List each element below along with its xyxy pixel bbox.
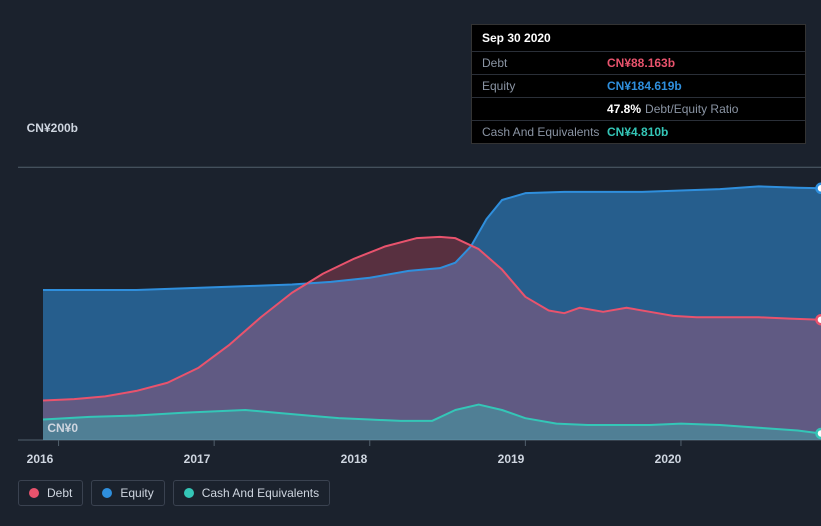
- x-tick-label: 2020: [655, 452, 682, 466]
- tooltip-label: Debt: [482, 56, 607, 70]
- tooltip-value: CN¥88.163b: [607, 56, 675, 70]
- tooltip-label: Equity: [482, 79, 607, 93]
- tooltip-value: 47.8% Debt/Equity Ratio: [607, 102, 738, 116]
- ratio-suffix: Debt/Equity Ratio: [645, 102, 738, 116]
- legend: Debt Equity Cash And Equivalents: [18, 480, 330, 506]
- x-tick-label: 2019: [498, 452, 525, 466]
- tooltip-value: CN¥184.619b: [607, 79, 682, 93]
- legend-dot-icon: [102, 488, 112, 498]
- legend-label: Cash And Equivalents: [202, 486, 319, 500]
- y-tick-label: CN¥200b: [27, 121, 78, 135]
- y-tick-label: CN¥0: [47, 421, 78, 435]
- legend-dot-icon: [29, 488, 39, 498]
- legend-label: Debt: [47, 486, 72, 500]
- legend-dot-icon: [184, 488, 194, 498]
- chart-tooltip: Sep 30 2020 Debt CN¥88.163b Equity CN¥18…: [471, 24, 806, 144]
- tooltip-row: Debt CN¥88.163b: [472, 51, 805, 74]
- tooltip-row: 47.8% Debt/Equity Ratio: [472, 97, 805, 120]
- legend-label: Equity: [120, 486, 153, 500]
- tooltip-label: Cash And Equivalents: [482, 125, 607, 139]
- legend-item-equity[interactable]: Equity: [91, 480, 164, 506]
- legend-item-debt[interactable]: Debt: [18, 480, 83, 506]
- tooltip-label: [482, 102, 607, 116]
- x-tick-label: 2016: [27, 452, 54, 466]
- x-tick-label: 2017: [184, 452, 211, 466]
- tooltip-row: Equity CN¥184.619b: [472, 74, 805, 97]
- tooltip-value: CN¥4.810b: [607, 125, 668, 139]
- tooltip-date: Sep 30 2020: [472, 25, 805, 51]
- legend-item-cash[interactable]: Cash And Equivalents: [173, 480, 330, 506]
- ratio-value: 47.8%: [607, 102, 641, 116]
- tooltip-row: Cash And Equivalents CN¥4.810b: [472, 120, 805, 143]
- x-tick-label: 2018: [341, 452, 368, 466]
